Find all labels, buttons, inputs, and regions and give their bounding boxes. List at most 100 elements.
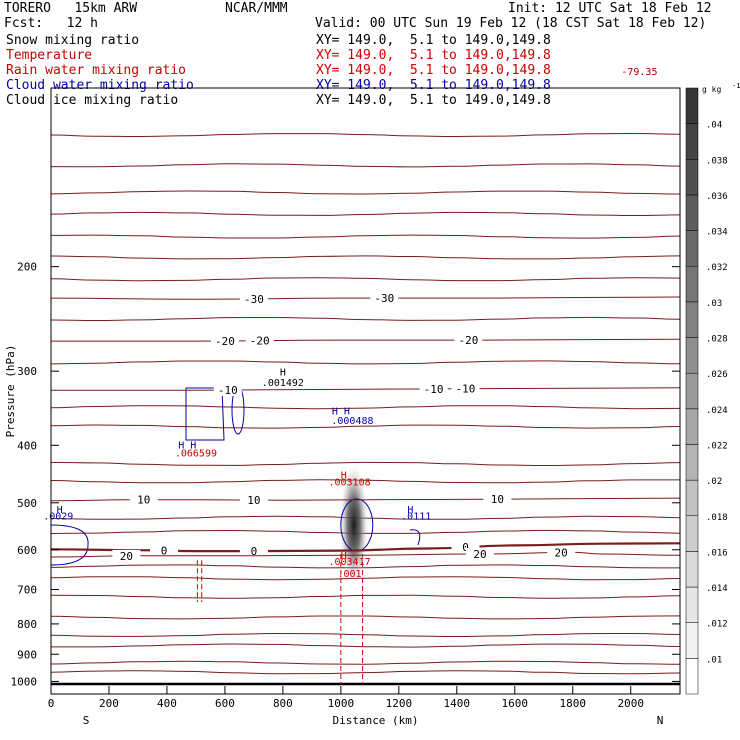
isotherm-unlabeled xyxy=(50,564,681,569)
isotherm--20 xyxy=(51,338,681,342)
x-tick-label: 600 xyxy=(215,697,235,710)
isotherm-unlabeled xyxy=(50,190,681,195)
colorbar-unit-exponent: -1 xyxy=(732,82,740,90)
forecast-hour: Fcst: 12 h xyxy=(4,16,98,31)
extremum-label: H xyxy=(341,470,347,481)
isotherm-label-bg xyxy=(465,548,494,561)
isotherm-label-bg xyxy=(213,383,242,396)
plot-frame xyxy=(50,87,681,695)
field-name-cloud-ice: Cloud ice mixing ratio xyxy=(6,93,179,108)
isotherm-label: 0 xyxy=(462,541,469,554)
isotherm-label: 10 xyxy=(491,493,504,506)
extremum-label: .003108 xyxy=(328,478,370,489)
x-tick-label: 1600 xyxy=(502,697,529,710)
colorbar-bin xyxy=(685,123,699,160)
isotherm-unlabeled xyxy=(50,615,681,620)
colorbar-bin xyxy=(685,87,699,124)
extremum-label: H xyxy=(280,367,286,378)
isotherm-unlabeled xyxy=(50,405,681,410)
isotherm-label-bg xyxy=(547,546,576,559)
y-tick-label: 300 xyxy=(17,365,37,378)
x-tick-label: 1400 xyxy=(444,697,471,710)
isotherm-unlabeled xyxy=(50,461,681,467)
extremum-label: H xyxy=(57,505,63,516)
colorbar-tick-label: .022 xyxy=(706,441,728,451)
colorbar-bin xyxy=(685,159,699,196)
colorbar-tick-label: .014 xyxy=(706,584,728,594)
isotherm-label: -10 xyxy=(218,384,238,397)
x-tick-label: 1800 xyxy=(560,697,587,710)
extremum-label: .003417 xyxy=(328,557,370,568)
isotherm-label: -10 xyxy=(424,383,444,396)
y-tick-label: 900 xyxy=(17,648,37,661)
isotherm-label-bg xyxy=(419,382,448,395)
colorbar-bin xyxy=(685,551,699,588)
isotherm-label: -20 xyxy=(458,334,478,347)
colorbar-bin xyxy=(685,194,699,231)
colorbar-tick-label: .028 xyxy=(706,335,728,345)
isotherm-unlabeled xyxy=(50,316,681,322)
colorbar-bin xyxy=(685,337,699,374)
isotherm-label-bg xyxy=(239,292,268,305)
isotherm-label-bg xyxy=(112,549,141,562)
colorbar-bin xyxy=(685,265,699,303)
x-tick-label: 0 xyxy=(48,697,55,710)
y-tick-label: 400 xyxy=(17,439,37,452)
isotherm-unlabeled xyxy=(50,211,681,217)
colorbar-bin xyxy=(685,515,699,552)
isotherm-label: -20 xyxy=(250,335,270,348)
extremum-label: H xyxy=(407,505,413,516)
isotherm-label-bg xyxy=(210,334,239,347)
isotherm-unlabeled xyxy=(50,479,680,484)
extremum-label: H xyxy=(341,551,347,562)
isotherm-unlabeled xyxy=(50,594,681,599)
colorbar-tick-label: .04 xyxy=(706,121,722,131)
isotherm-unlabeled xyxy=(50,424,681,429)
isotherm-label: -20 xyxy=(215,335,235,348)
colorbar-bin xyxy=(685,444,699,481)
isotherm-20 xyxy=(50,551,681,558)
cloud-water-contour xyxy=(409,529,421,546)
field-loc-snow: XY= 149.0, 5.1 to 149.0,149.8 xyxy=(316,33,551,48)
colorbar-tick-label: .038 xyxy=(706,156,728,166)
x-tick-label: 1000 xyxy=(328,697,355,710)
isotherm-label: -10 xyxy=(456,383,476,396)
x-tick-label: 1200 xyxy=(386,697,413,710)
isotherm-label-bg xyxy=(454,334,483,347)
isotherm-label: 0 xyxy=(161,545,168,558)
isotherm-unlabeled xyxy=(50,277,681,282)
colorbar-tick-label: .016 xyxy=(706,548,728,558)
field-name-snow: Snow mixing ratio xyxy=(6,33,140,48)
extremum-label: -79.35 xyxy=(621,67,657,78)
colorbar-tick-label: .03 xyxy=(706,299,722,309)
isotherm-label-bg xyxy=(245,334,274,347)
chart-header: TORERO 15km ARW NCAR/MMM Init: 12 UTC Sa… xyxy=(0,0,740,115)
isotherm-label: 20 xyxy=(555,547,568,560)
extremum-label: .001 xyxy=(338,569,362,580)
colorbar-bin xyxy=(685,658,699,695)
field-name-temperature: Temperature xyxy=(6,48,93,63)
extremum-label: .0111 xyxy=(401,512,431,523)
isotherm-label: -30 xyxy=(374,292,394,305)
isotherm-label-bg xyxy=(483,493,512,506)
extremum-label: H H xyxy=(178,440,196,451)
extremum-label: .000488 xyxy=(331,416,373,427)
plot-area: -30 -30 -20 -20 -20 -10 -10 -10 0 0 0 10 10 10 20 20 20 -… xyxy=(4,67,681,727)
isotherm-label: 10 xyxy=(137,494,150,507)
isotherm-label-bg xyxy=(239,545,268,558)
x-tick-label: 200 xyxy=(99,697,119,710)
isotherm-label: 0 xyxy=(251,545,258,558)
isotherm-label-bg xyxy=(150,544,179,557)
isotherm-label: -30 xyxy=(244,293,264,306)
colorbar-tick-label: .012 xyxy=(706,620,728,630)
y-tick-label: 500 xyxy=(17,497,37,510)
y-tick-label: 1000 xyxy=(11,675,38,688)
init-time: Init: 12 UTC Sat 18 Feb 12 xyxy=(508,1,712,16)
x-tick-label: 800 xyxy=(273,697,293,710)
x-tick-label: 400 xyxy=(157,697,177,710)
extremum-label: H H xyxy=(332,407,350,418)
extremum-label: .001492 xyxy=(262,378,304,389)
colorbar-bin xyxy=(685,586,699,623)
field-name-cloud-water: Cloud water mixing ratio xyxy=(6,78,194,93)
